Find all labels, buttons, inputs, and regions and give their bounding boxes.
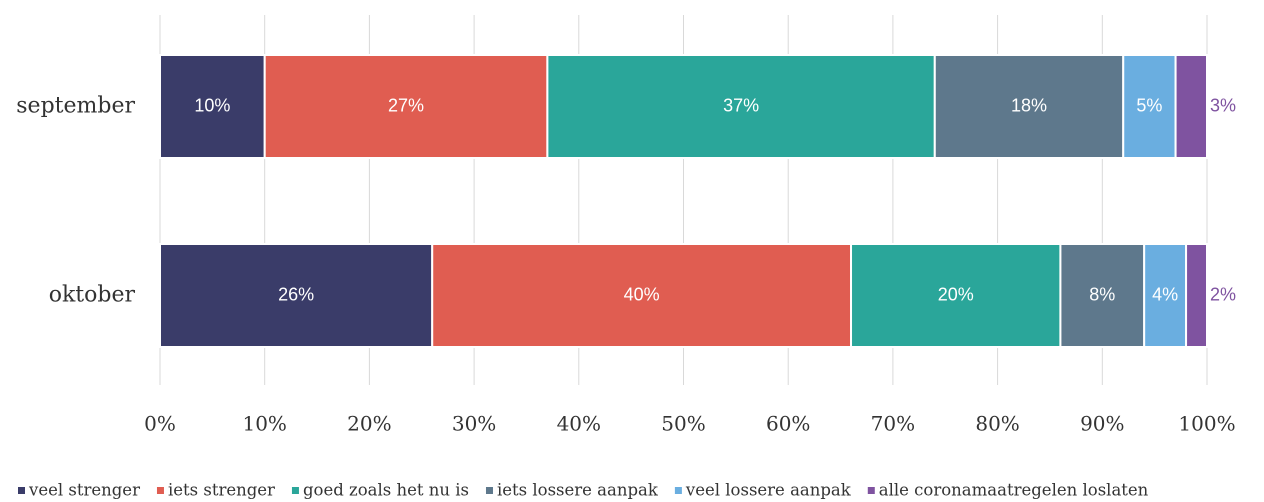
x-tick-label: 60%: [766, 412, 810, 436]
legend-label: iets strenger: [168, 481, 275, 500]
x-tick-label: 90%: [1080, 412, 1124, 436]
legend-label: veel strenger: [28, 481, 140, 500]
x-tick-label: 0%: [144, 412, 176, 436]
legend-swatch: [867, 487, 875, 494]
bar-segment: [546, 54, 936, 159]
x-tick-label: 30%: [452, 412, 496, 436]
x-tick-label: 10%: [242, 412, 286, 436]
bar-segment: [431, 243, 853, 348]
data-label: 27%: [388, 95, 424, 115]
legend-swatch: [156, 487, 164, 494]
bar-segment: [933, 54, 1125, 159]
data-label: 18%: [1011, 95, 1047, 115]
x-tick-label: 40%: [557, 412, 601, 436]
legend-label: goed zoals het nu is: [303, 481, 469, 500]
x-tick-label: 70%: [871, 412, 915, 436]
category-label: oktober: [49, 283, 136, 308]
legend-swatch: [485, 487, 493, 494]
bar-segment: [1059, 243, 1146, 348]
data-label: 20%: [938, 284, 974, 304]
legend-swatch: [18, 487, 25, 494]
legend-swatch: [674, 487, 682, 494]
legend-swatch: [291, 487, 299, 494]
bar-segment: [159, 243, 434, 348]
data-label: 10%: [194, 95, 230, 115]
data-label: 2%: [1210, 284, 1236, 304]
data-label: 26%: [278, 284, 314, 304]
data-label: 3%: [1210, 95, 1236, 115]
legend-label: iets lossere aanpak: [497, 481, 659, 500]
bar-segment: [159, 54, 266, 159]
data-label: 8%: [1089, 284, 1115, 304]
category-label: september: [16, 94, 135, 119]
data-label: 37%: [723, 95, 759, 115]
data-label: 4%: [1152, 284, 1178, 304]
x-tick-label: 50%: [661, 412, 705, 436]
x-tick-label: 100%: [1178, 412, 1235, 436]
bar-segment: [1185, 243, 1209, 348]
bar-segment: [1122, 54, 1177, 159]
x-tick-label: 80%: [975, 412, 1019, 436]
bar-segment: [263, 54, 549, 159]
x-tick-label: 20%: [347, 412, 391, 436]
legend-label: veel lossere aanpak: [685, 481, 852, 500]
legend-label: alle coronamaatregelen loslaten: [879, 481, 1149, 500]
bar-segment: [1174, 54, 1208, 159]
data-label: 40%: [624, 284, 660, 304]
data-label: 5%: [1136, 95, 1162, 115]
